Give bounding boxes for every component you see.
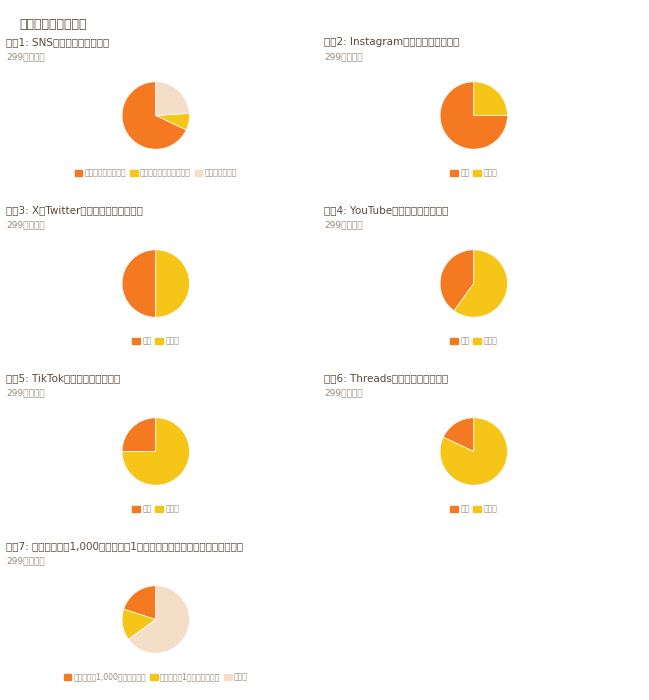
Text: 設問2: Instagramの運用をしている？: 設問2: Instagramの運用をしている？	[324, 37, 460, 47]
Text: 299件の回答: 299件の回答	[6, 220, 45, 229]
Text: 299件の回答: 299件の回答	[6, 388, 45, 397]
Wedge shape	[454, 250, 508, 317]
Text: 299件の回答: 299件の回答	[6, 52, 45, 61]
Legend: はい, いいえ: はい, いいえ	[132, 337, 179, 345]
Text: 299件の回答: 299件の回答	[6, 556, 45, 565]
Wedge shape	[122, 418, 156, 452]
Text: 設問7: フォロワーが1,000人、または1万人を超えているアカウントがある？: 設問7: フォロワーが1,000人、または1万人を超えているアカウントがある？	[6, 541, 243, 551]
Text: 設問ごとの回答分布: 設問ごとの回答分布	[19, 18, 87, 31]
Wedge shape	[122, 609, 156, 639]
Text: 299件の回答: 299件の回答	[324, 220, 363, 229]
Wedge shape	[440, 82, 508, 149]
Text: 設問6: Threadsの運用をしている？: 設問6: Threadsの運用をしている？	[324, 373, 448, 383]
Wedge shape	[156, 113, 190, 130]
Wedge shape	[122, 250, 156, 317]
Legend: はい, いいえ: はい, いいえ	[132, 505, 179, 513]
Legend: はい, いいえ: はい, いいえ	[450, 337, 497, 345]
Wedge shape	[440, 418, 508, 485]
Text: 299件の回答: 299件の回答	[324, 388, 363, 397]
Wedge shape	[122, 418, 190, 485]
Legend: フォロワー1,000人超えてます, フォロワー1万人超えてます, いいえ: フォロワー1,000人超えてます, フォロワー1万人超えてます, いいえ	[64, 673, 248, 681]
Legend: はい, いいえ: はい, いいえ	[450, 505, 497, 513]
Wedge shape	[156, 82, 190, 116]
Text: 設問1: SNSアカウントについて: 設問1: SNSアカウントについて	[6, 37, 110, 47]
Wedge shape	[440, 250, 474, 311]
Wedge shape	[129, 586, 190, 653]
Text: 299件の回答: 299件の回答	[324, 52, 363, 61]
Legend: はい, いいえ: はい, いいえ	[450, 169, 497, 177]
Wedge shape	[122, 82, 186, 149]
Wedge shape	[443, 418, 474, 452]
Wedge shape	[156, 250, 190, 317]
Text: 設問4: YouTubeの運用をしている？: 設問4: YouTubeの運用をしている？	[324, 205, 449, 215]
Legend: 自社で運用している, 外部に運用を委託してる, 運用していない: 自社で運用している, 外部に運用を委託してる, 運用していない	[75, 169, 237, 177]
Wedge shape	[474, 82, 508, 116]
Wedge shape	[124, 586, 156, 620]
Text: 設問5: TikTokの運用をしている？: 設問5: TikTokの運用をしている？	[6, 373, 121, 383]
Text: 設問3: X（Twitter）の運用をしている？: 設問3: X（Twitter）の運用をしている？	[6, 205, 143, 215]
